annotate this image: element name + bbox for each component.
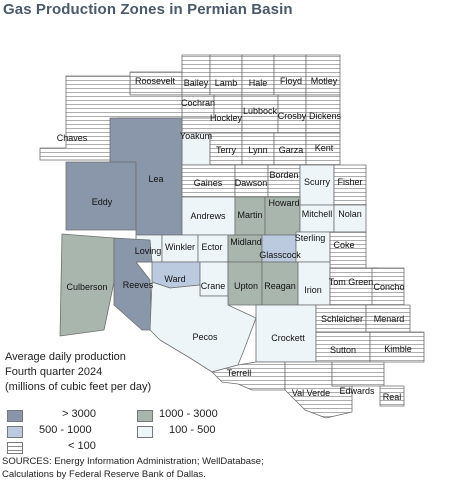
county-label-real: Real (383, 392, 402, 402)
county-eddy (65, 161, 137, 231)
county-label-martin: Martin (237, 210, 262, 220)
county-label-schleicher: Schleicher (321, 314, 363, 324)
county-label-lubbock: Lubbock (243, 106, 278, 116)
legend-swatch-1000-3000 (137, 410, 153, 422)
county-label-scurry: Scurry (304, 177, 331, 187)
county-label-andrews: Andrews (190, 211, 226, 221)
legend-label-100-500: 100 - 500 (169, 424, 216, 436)
county-pecos (149, 281, 257, 373)
map-title: Gas Production Zones in Permian Basin (3, 1, 293, 18)
county-label-mitchell: Mitchell (302, 209, 333, 219)
county-lamb (209, 54, 243, 96)
county-label-crosby: Crosby (278, 111, 307, 121)
legend-title-line2: Fourth quarter 2024 (5, 366, 103, 378)
legend-swatch-500-1000 (7, 426, 23, 438)
county-kimble (369, 331, 425, 363)
county-label-cochran: Cochran (181, 98, 215, 108)
county-label-winkler: Winkler (165, 242, 195, 252)
county-label-terry: Terry (216, 145, 236, 155)
county-label-eddy: Eddy (92, 197, 113, 207)
sources-note: SOURCES: Energy Information Administrati… (2, 455, 264, 481)
county-label-motley: Motley (311, 76, 338, 86)
county-label-midland: Midland (230, 237, 262, 247)
county-label-floyd: Floyd (280, 76, 302, 86)
county-label-crane: Crane (201, 281, 226, 291)
county-label-lamb: Lamb (215, 78, 238, 88)
county-label-crockett: Crockett (271, 333, 305, 343)
county-label-lea: Lea (148, 174, 163, 184)
county-label-sutton: Sutton (330, 345, 356, 355)
legend-title-line1: Average daily production (5, 351, 126, 363)
legend-label-500-1000: 500 - 1000 (39, 424, 92, 436)
county-bailey (181, 54, 211, 96)
county-label-loving: Loving (135, 246, 162, 256)
county-label-reagan: Reagan (264, 281, 296, 291)
county-label-terrell: Terrell (227, 368, 252, 378)
county-edwards (331, 361, 385, 387)
county-culberson (59, 233, 115, 337)
sources-line2: Calculations by Federal Reserve Bank of … (2, 469, 206, 480)
county-label-ector: Ector (201, 242, 222, 252)
county-label-pecos: Pecos (192, 332, 218, 342)
county-label-lynn: Lynn (248, 145, 267, 155)
legend-title-line3: (millions of cubic feet per day) (5, 381, 152, 393)
county-label-upton: Upton (234, 281, 258, 291)
county-label-dickens: Dickens (309, 111, 342, 121)
county-label-val-verde: Val Verde (292, 388, 330, 398)
county-label-irion: Irion (304, 285, 322, 295)
county-motley (305, 54, 341, 96)
county-label-roosevelt: Roosevelt (135, 76, 176, 86)
county-hale (241, 54, 275, 96)
county-label-howard: Howard (268, 198, 299, 208)
county-label-menard: Menard (374, 314, 405, 324)
county-label-dawson: Dawson (235, 178, 268, 188)
county-label-kent: Kent (315, 143, 334, 153)
county-label-gaines: Gaines (194, 178, 223, 188)
county-floyd (273, 54, 307, 96)
county-label-concho: Concho (373, 282, 404, 292)
county-label-hockley: Hockley (210, 113, 243, 123)
county-label-edwards: Edwards (339, 386, 375, 396)
county-label-hale: Hale (249, 78, 268, 88)
county-reeves (113, 237, 153, 331)
county-real (379, 385, 405, 407)
county-label-sterling: Sterling (295, 233, 326, 243)
county-label-culberson: Culberson (66, 282, 107, 292)
county-label-borden: Borden (269, 170, 298, 180)
county-coke (329, 231, 367, 269)
county-label-nolan: Nolan (338, 209, 362, 219)
county-label-fisher: Fisher (337, 177, 362, 187)
county-label-kimble: Kimble (384, 344, 412, 354)
county-label-coke: Coke (333, 240, 354, 250)
county-label-reeves: Reeves (123, 280, 154, 290)
county-label-tom-green: Tom Green (329, 277, 374, 287)
legend-swatch-over-3000 (7, 410, 23, 422)
legend-label-under-100: < 100 (68, 440, 96, 452)
county-label-bailey: Bailey (184, 78, 209, 88)
legend-label-1000-3000: 1000 - 3000 (159, 408, 218, 420)
legend-swatch-100-500 (137, 426, 153, 438)
county-label-ward: Ward (164, 274, 185, 284)
county-label-glasscock: Glasscock (259, 250, 301, 260)
county-label-chaves: Chaves (57, 133, 88, 143)
county-label-garza: Garza (279, 145, 304, 155)
legend-swatch-under-100 (7, 442, 23, 454)
legend-label-over-3000: > 3000 (62, 408, 96, 420)
county-irion (297, 261, 331, 306)
legend: Average daily production Fourth quarter … (5, 350, 265, 454)
county-label-yoakum: Yoakum (180, 131, 212, 141)
sources-line1: SOURCES: Energy Information Administrati… (2, 456, 264, 467)
